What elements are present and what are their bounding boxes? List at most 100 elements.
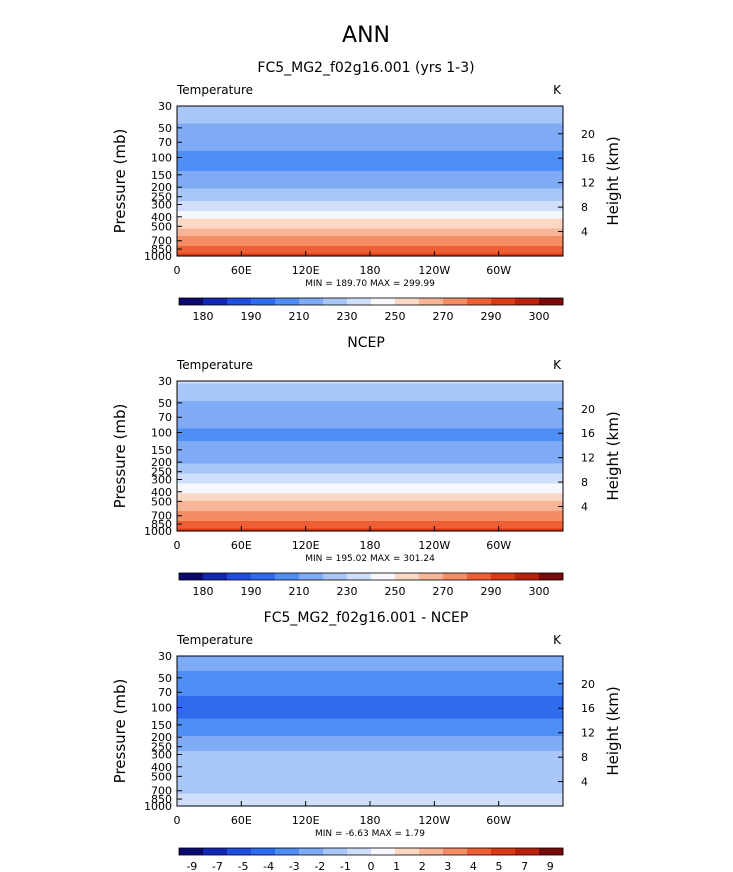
contour-band — [177, 113, 563, 117]
colorbar-swatch — [515, 298, 540, 305]
y-tick-label: 50 — [158, 672, 172, 685]
colorbar-swatch — [467, 848, 492, 855]
y-tick-label: 400 — [151, 211, 172, 224]
colorbar-swatch — [227, 848, 252, 855]
contour-band — [177, 768, 563, 772]
colorbar-swatch — [539, 573, 564, 580]
contour-band — [177, 228, 563, 232]
contour-band — [177, 733, 563, 737]
contour-band — [177, 211, 563, 215]
contour-band — [177, 696, 563, 700]
contour-band — [177, 128, 563, 132]
colorbar-swatch — [179, 848, 204, 855]
contour-band — [177, 781, 563, 785]
height-tick-label: 4 — [581, 226, 588, 239]
y-tick-label: 300 — [151, 473, 172, 486]
height-tick-label: 12 — [581, 177, 595, 190]
colorbar-swatch — [275, 848, 300, 855]
y-tick-label: 150 — [151, 169, 172, 182]
colorbar-swatch — [467, 573, 492, 580]
contour-band — [177, 671, 563, 675]
contour-band — [177, 508, 563, 512]
y-tick-label: 250 — [151, 741, 172, 754]
contour-band — [177, 413, 563, 417]
unit-label: K — [553, 358, 562, 372]
colorbar-label: -9 — [186, 860, 197, 872]
contour-band — [177, 213, 563, 217]
colorbar-label: 180 — [193, 585, 214, 598]
contour-band — [177, 463, 563, 467]
height-tick-label: 20 — [581, 678, 595, 691]
height-tick-label: 16 — [581, 702, 595, 715]
colorbar-label: 290 — [481, 310, 502, 323]
contour-band — [177, 171, 563, 175]
colorbar-label: 210 — [289, 585, 310, 598]
contour-band — [177, 693, 563, 697]
colorbar-swatch — [347, 298, 372, 305]
x-tick-label: 120E — [292, 264, 320, 277]
y-tick-label: 150 — [151, 719, 172, 732]
contour-band — [177, 481, 563, 485]
contour-band — [177, 761, 563, 765]
height-tick-label: 12 — [581, 727, 595, 740]
contour-band — [177, 691, 563, 695]
contour-band — [177, 483, 563, 487]
contour-band — [177, 718, 563, 722]
colorbar-frame — [178, 572, 564, 581]
contour-band — [177, 516, 563, 520]
y-tick-label: 200 — [151, 731, 172, 744]
colorbar-swatch — [323, 573, 348, 580]
colorbar-label: 3 — [444, 860, 451, 872]
contour-band — [177, 161, 563, 165]
panel-title: FC5_MG2_f02g16.001 (yrs 1-3) — [257, 60, 474, 76]
contour-band — [177, 123, 563, 127]
contour-band — [177, 501, 563, 505]
colorbar-swatch — [203, 573, 228, 580]
contour-band — [177, 678, 563, 682]
contour-band — [177, 188, 563, 192]
contour-band — [177, 716, 563, 720]
contour-band — [177, 186, 563, 190]
contour-band — [177, 753, 563, 757]
colorbar-label: 190 — [241, 585, 262, 598]
contour-band — [177, 223, 563, 227]
contour-band — [177, 241, 563, 245]
contour-band — [177, 468, 563, 472]
colorbar-label: -4 — [263, 860, 274, 872]
contour-band — [177, 476, 563, 480]
contour-band — [177, 431, 563, 435]
field-label: Temperature — [176, 633, 253, 647]
contour-band — [177, 221, 563, 225]
contour-band — [177, 218, 563, 222]
contour-band — [177, 723, 563, 727]
colorbar-swatch — [251, 573, 276, 580]
colorbar-label: -5 — [238, 860, 249, 872]
colorbar-label: 190 — [241, 310, 262, 323]
x-tick-label: 120E — [292, 814, 320, 827]
contour-band — [177, 703, 563, 707]
contour-band — [177, 728, 563, 732]
contour-band — [177, 741, 563, 745]
contour-band — [177, 726, 563, 730]
contour-band — [177, 393, 563, 397]
x-tick-label: 0 — [174, 539, 181, 552]
contour-band — [177, 756, 563, 760]
colorbar-swatch — [395, 848, 420, 855]
x-tick-label: 60E — [231, 814, 252, 827]
contour-band — [177, 676, 563, 680]
panel-title: NCEP — [347, 335, 385, 351]
contour-band — [177, 158, 563, 162]
contour-band — [177, 661, 563, 665]
x-tick-label: 180 — [360, 814, 381, 827]
colorbar-swatch — [179, 573, 204, 580]
y-tick-label: 50 — [158, 122, 172, 135]
height-tick-label: 4 — [581, 501, 588, 514]
contour-band — [177, 736, 563, 740]
x-tick-label: 120W — [418, 814, 450, 827]
contour-band — [177, 203, 563, 207]
y-tick-label: 250 — [151, 191, 172, 204]
contour-band — [177, 148, 563, 152]
x-tick-label: 60W — [486, 539, 511, 552]
